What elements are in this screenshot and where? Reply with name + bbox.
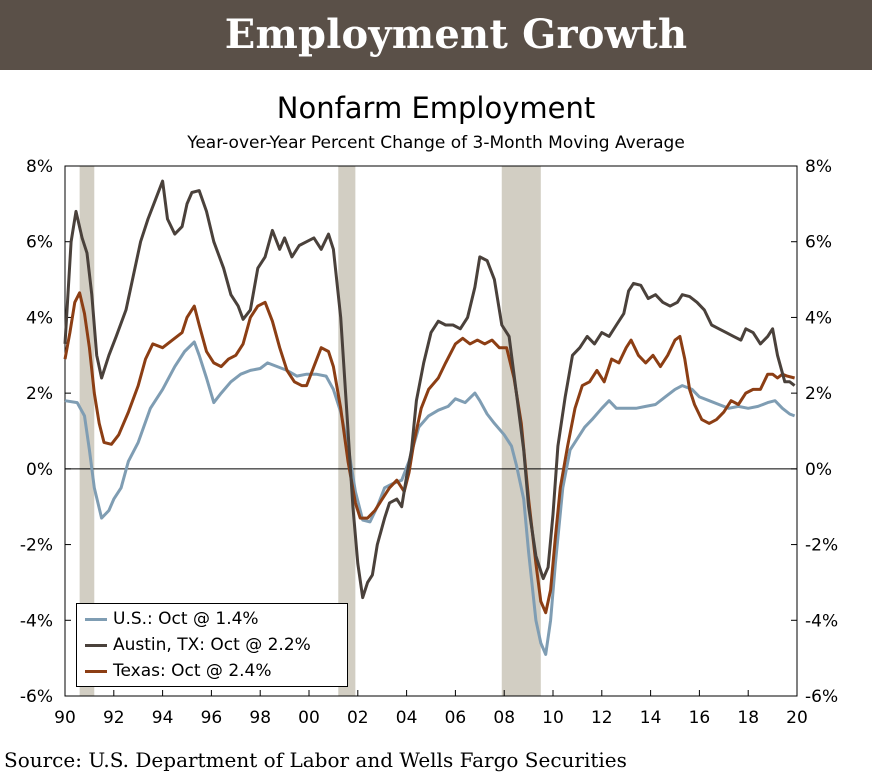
x-tick-label: 90	[54, 708, 76, 728]
legend-label-austin: Austin, TX: Oct @ 2.2%	[113, 635, 311, 655]
x-tick-label: 18	[737, 708, 759, 728]
y-tick-label-right: -4%	[805, 611, 838, 631]
x-tick-label: 94	[152, 708, 174, 728]
y-tick-label-left: 4%	[26, 308, 53, 328]
x-tick-label: 96	[201, 708, 223, 728]
y-tick-label-right: 4%	[805, 308, 832, 328]
y-tick-label-right: -2%	[805, 536, 838, 556]
y-tick-label-right: 6%	[805, 233, 832, 253]
legend-swatch-austin	[85, 643, 107, 647]
y-tick-label-left: 2%	[26, 384, 53, 404]
x-tick-label: 98	[249, 708, 271, 728]
x-tick-label: 16	[689, 708, 711, 728]
y-tick-label-left: 8%	[26, 157, 53, 177]
y-tick-label-left: -6%	[20, 687, 53, 707]
series-line-us	[64, 340, 796, 656]
x-tick-label: 06	[445, 708, 467, 728]
y-tick-label-left: 6%	[26, 233, 53, 253]
banner-title: Employment Growth	[224, 11, 688, 58]
x-tick-label: 14	[640, 708, 662, 728]
y-tick-label-left: -4%	[20, 611, 53, 631]
legend-item-austin: Austin, TX: Oct @ 2.2%	[85, 633, 311, 657]
legend-item-texas: Texas: Oct @ 2.4%	[85, 659, 272, 683]
x-tick-label: 00	[298, 708, 320, 728]
plot-frame	[64, 165, 798, 697]
series-line-austin	[63, 179, 796, 600]
y-tick-label-left: -2%	[20, 536, 53, 556]
legend-item-us: U.S.: Oct @ 1.4%	[85, 607, 259, 631]
x-tick-label: 92	[103, 708, 125, 728]
y-tick-label-right: -6%	[805, 687, 838, 707]
x-tick-label: 02	[347, 708, 369, 728]
x-tick-label: 20	[786, 708, 808, 728]
y-tick-label-right: 8%	[805, 157, 832, 177]
legend-swatch-texas	[85, 669, 107, 673]
source-note: Source: U.S. Department of Labor and Wel…	[4, 748, 627, 772]
chart-legend: U.S.: Oct @ 1.4% Austin, TX: Oct @ 2.2% …	[76, 603, 348, 687]
legend-label-us: U.S.: Oct @ 1.4%	[113, 609, 259, 629]
y-tick-label-left: 0%	[26, 460, 53, 480]
legend-label-texas: Texas: Oct @ 2.4%	[113, 661, 272, 681]
banner: Employment Growth	[0, 0, 872, 70]
chart-subtitle: Year-over-Year Percent Change of 3-Month…	[187, 133, 685, 153]
x-tick-label: 04	[396, 708, 418, 728]
series-line-texas	[63, 291, 795, 615]
x-tick-label: 08	[493, 708, 515, 728]
chart-title: Nonfarm Employment	[276, 91, 596, 125]
x-tick-label: 10	[542, 708, 564, 728]
legend-swatch-us	[85, 617, 107, 621]
x-tick-label: 12	[591, 708, 613, 728]
y-tick-label-right: 0%	[805, 460, 832, 480]
y-tick-label-right: 2%	[805, 384, 832, 404]
